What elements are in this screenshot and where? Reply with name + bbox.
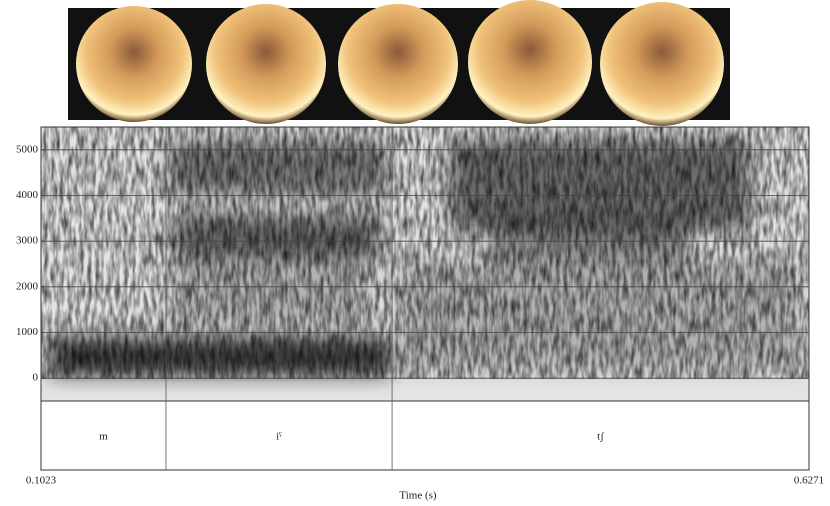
y-tick-label: 2000 bbox=[16, 280, 39, 292]
frame bbox=[600, 2, 724, 126]
spectrogram bbox=[41, 127, 809, 401]
segment-label: iˤ bbox=[276, 431, 282, 443]
y-tick-label: 1000 bbox=[16, 326, 39, 338]
segment-label: tʃ bbox=[597, 431, 604, 443]
x-axis-label: Time (s) bbox=[399, 490, 437, 502]
segment-label: m bbox=[99, 431, 108, 443]
plot-frame bbox=[40, 126, 810, 471]
x-tick-label: 0.1023 bbox=[26, 475, 57, 487]
frame bbox=[468, 0, 592, 124]
y-tick-label: 3000 bbox=[16, 235, 39, 247]
frame bbox=[338, 4, 458, 124]
endoscope-frames bbox=[68, 0, 730, 126]
frame bbox=[76, 6, 192, 122]
frame bbox=[206, 4, 326, 124]
x-tick-label: 0.6271 bbox=[794, 475, 824, 487]
y-tick-label: 4000 bbox=[16, 189, 39, 201]
y-tick-label: 5000 bbox=[16, 143, 39, 155]
y-tick-label: 0 bbox=[33, 372, 39, 384]
